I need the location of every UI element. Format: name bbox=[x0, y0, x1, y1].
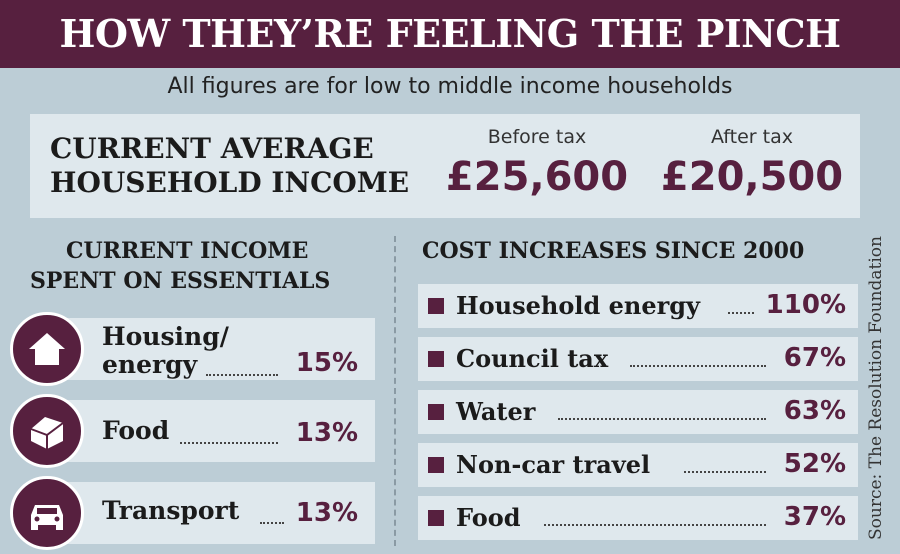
essential-value: 13% bbox=[295, 498, 358, 528]
cost-row: Water 63% bbox=[418, 390, 858, 434]
cost-value: 37% bbox=[783, 502, 846, 532]
cost-row: Council tax 67% bbox=[418, 337, 858, 381]
bullet-square bbox=[428, 457, 444, 473]
after-tax-label: After tax bbox=[710, 126, 793, 148]
costs-heading: COST INCREASES SINCE 2000 bbox=[422, 238, 805, 264]
bullet-square bbox=[428, 351, 444, 367]
after-tax-value: £20,500 bbox=[660, 154, 844, 200]
title-bar bbox=[0, 0, 900, 68]
essential-label: Food bbox=[102, 416, 170, 445]
section-divider bbox=[394, 236, 396, 546]
essential-label: Transport bbox=[102, 496, 240, 525]
leader-dots bbox=[180, 442, 278, 444]
leader-dots bbox=[558, 418, 766, 420]
essential-row-food: Food 13% bbox=[10, 394, 375, 468]
cost-value: 52% bbox=[783, 449, 846, 479]
leader-dots bbox=[728, 312, 754, 314]
essential-box bbox=[50, 400, 375, 462]
leader-dots bbox=[206, 374, 278, 376]
car-icon bbox=[10, 476, 84, 550]
leader-dots bbox=[260, 522, 284, 524]
essential-row-transport: Transport 13% bbox=[10, 476, 375, 550]
essential-label-line2: energy bbox=[102, 350, 198, 379]
cost-value: 63% bbox=[783, 396, 846, 426]
essentials-heading: CURRENT INCOME SPENT ON ESSENTIALS bbox=[30, 236, 330, 296]
essentials-heading-line2: SPENT ON ESSENTIALS bbox=[30, 268, 331, 294]
page-title: HOW THEY’RE FEELING THE PINCH bbox=[59, 11, 841, 56]
cost-label: Household energy bbox=[456, 291, 700, 320]
income-label-line2: HOUSEHOLD INCOME bbox=[50, 166, 410, 199]
house-icon bbox=[10, 312, 84, 386]
cost-row: Food 37% bbox=[418, 496, 858, 540]
cost-value: 67% bbox=[783, 343, 846, 373]
essentials-heading-line1: CURRENT INCOME bbox=[66, 238, 309, 264]
cost-row: Non-car travel 52% bbox=[418, 443, 858, 487]
bullet-square bbox=[428, 298, 444, 314]
cost-value: 110% bbox=[765, 290, 846, 320]
essential-box bbox=[50, 482, 375, 544]
bullet-square bbox=[428, 510, 444, 526]
source-note: Source: The Resolution Foundation bbox=[866, 236, 886, 540]
cost-label: Non-car travel bbox=[456, 450, 651, 479]
essential-label-line1: Housing/ bbox=[102, 322, 229, 351]
bullet-square bbox=[428, 404, 444, 420]
bread-icon bbox=[10, 394, 84, 468]
leader-dots bbox=[684, 471, 766, 473]
leader-dots bbox=[544, 524, 766, 526]
cost-label: Council tax bbox=[456, 344, 609, 373]
cost-label: Water bbox=[456, 397, 536, 426]
cost-row: Household energy 110% bbox=[418, 284, 858, 328]
essential-value: 13% bbox=[295, 418, 358, 448]
essential-box bbox=[50, 318, 375, 380]
income-label: CURRENT AVERAGE HOUSEHOLD INCOME bbox=[50, 132, 430, 200]
page-subtitle: All figures are for low to middle income… bbox=[167, 74, 733, 99]
income-panel: CURRENT AVERAGE HOUSEHOLD INCOME Before … bbox=[30, 114, 860, 218]
income-label-line1: CURRENT AVERAGE bbox=[50, 132, 374, 165]
cost-label: Food bbox=[456, 503, 521, 532]
before-tax-value: £25,600 bbox=[445, 154, 629, 200]
essential-value: 15% bbox=[295, 348, 358, 378]
essential-row-housing: Housing/ energy 15% bbox=[10, 312, 375, 386]
before-tax-label: Before tax bbox=[487, 126, 587, 148]
leader-dots bbox=[630, 365, 766, 367]
